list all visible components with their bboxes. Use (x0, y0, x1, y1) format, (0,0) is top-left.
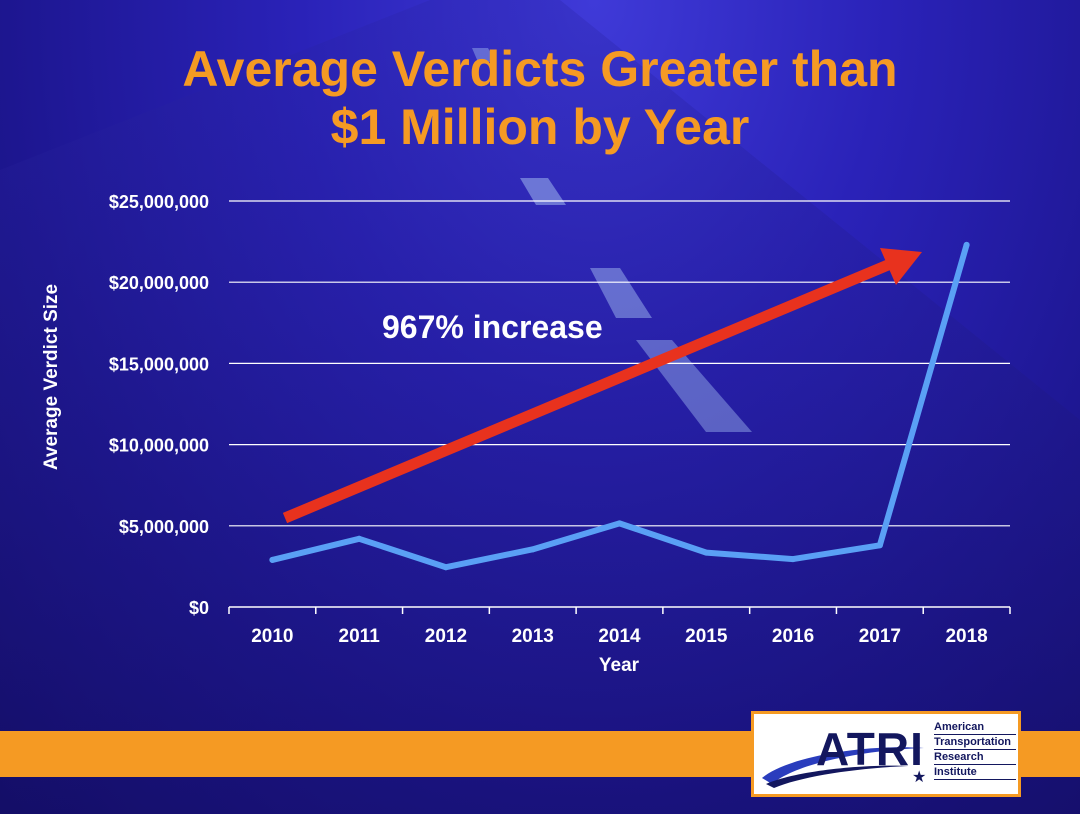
x-tick-label: 2012 (425, 626, 467, 647)
data-point (876, 542, 883, 549)
annotation-text: 967% increase (382, 309, 603, 345)
series-group (269, 241, 970, 571)
x-tick-label: 2017 (859, 626, 901, 647)
y-tick-label: $20,000,000 (109, 273, 209, 293)
x-tick-label: 2018 (945, 626, 987, 647)
y-tick-label: $10,000,000 (109, 436, 209, 456)
logo-name-line: American (934, 720, 1016, 735)
logo-name-lines: American Transportation Research Institu… (934, 720, 1016, 780)
y-tick-labels: $0 $5,000,000 $10,000,000 $15,000,000 $20,00… (109, 192, 209, 618)
trend-arrow (282, 259, 891, 524)
title-line-2: $1 Million by Year (330, 99, 750, 155)
data-point (790, 556, 797, 563)
swoosh-icon (762, 747, 924, 788)
x-tick-label: 2010 (251, 626, 293, 647)
logo-name-line: Transportation (934, 735, 1016, 750)
trend-arrow-head (880, 248, 922, 285)
atri-logo: ATRI ★ American Transportation Research … (751, 711, 1021, 797)
x-tick-label: 2015 (685, 626, 728, 647)
logo-name-line: Research (934, 750, 1016, 765)
data-point (616, 520, 623, 527)
logo-name-line: Institute (934, 765, 1016, 780)
x-tick-label: 2011 (339, 626, 381, 647)
data-point (529, 546, 536, 553)
data-point (442, 564, 449, 571)
logo-wordmark: ATRI (816, 723, 924, 775)
page-title: Average Verdicts Greater than $1 Million… (0, 40, 1080, 156)
y-tick-label: $0 (189, 598, 209, 618)
x-tick-label: 2014 (598, 626, 641, 647)
annotation-group: 967% increase (282, 248, 922, 524)
series-line (269, 241, 970, 571)
line-chart: $0 $5,000,000 $10,000,000 $15,000,000 $20,00… (41, 192, 1011, 676)
data-point (703, 549, 710, 556)
y-tick-label: $5,000,000 (119, 517, 209, 537)
data-point (269, 556, 276, 563)
x-axis-title: Year (599, 655, 640, 676)
x-tick-label: 2016 (772, 626, 814, 647)
y-tick-label: $15,000,000 (109, 354, 209, 374)
x-axis: 2010 2011 2012 2013 2014 2015 2016 2017 2018 (228, 606, 1011, 647)
y-axis-title: Average Verdict Size (41, 284, 62, 470)
star-icon: ★ (912, 769, 927, 786)
data-point (356, 535, 363, 542)
data-point (963, 241, 970, 248)
y-tick-label: $25,000,000 (109, 192, 209, 212)
x-tick-label: 2013 (512, 626, 554, 647)
title-line-1: Average Verdicts Greater than (182, 41, 898, 97)
